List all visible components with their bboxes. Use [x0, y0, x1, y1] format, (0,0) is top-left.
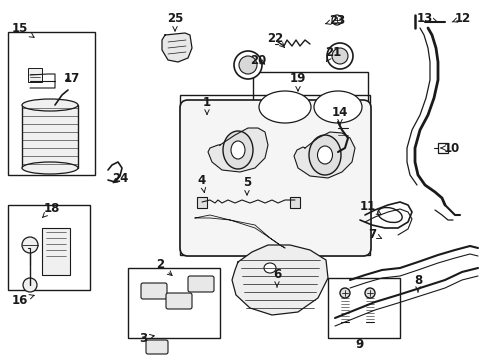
FancyBboxPatch shape	[188, 276, 213, 292]
Text: 20: 20	[249, 54, 266, 66]
Circle shape	[23, 278, 37, 292]
Bar	[327, 278, 399, 338]
Polygon shape	[293, 132, 354, 178]
Polygon shape	[208, 128, 268, 172]
Text: 23: 23	[325, 14, 345, 26]
Text: 18: 18	[43, 201, 60, 217]
Ellipse shape	[308, 135, 340, 175]
Text: 16: 16	[12, 293, 34, 307]
Bar	[128, 268, 220, 338]
Bar	[180, 95, 369, 255]
Text: 15: 15	[12, 21, 34, 37]
Text: 7: 7	[367, 227, 381, 241]
Bar	[8, 32, 95, 175]
Ellipse shape	[339, 288, 349, 298]
Ellipse shape	[377, 207, 401, 222]
Bar	[253, 72, 367, 140]
Bar	[22, 105, 78, 168]
Text: 9: 9	[355, 338, 363, 352]
Polygon shape	[162, 33, 192, 62]
Text: 6: 6	[272, 268, 281, 287]
Ellipse shape	[326, 43, 352, 69]
Text: 17: 17	[64, 71, 80, 85]
Bar	[437, 143, 447, 153]
Text: 19: 19	[289, 71, 305, 91]
FancyBboxPatch shape	[180, 100, 370, 256]
Text: 5: 5	[242, 176, 251, 195]
Ellipse shape	[332, 48, 348, 64]
Ellipse shape	[317, 146, 332, 164]
Bar	[42, 228, 70, 275]
Ellipse shape	[313, 91, 361, 123]
Polygon shape	[195, 215, 285, 248]
Text: 8: 8	[413, 273, 421, 292]
Ellipse shape	[364, 288, 374, 298]
Ellipse shape	[230, 141, 244, 159]
Text: 11: 11	[359, 201, 380, 215]
Text: 25: 25	[166, 11, 183, 31]
Polygon shape	[231, 245, 327, 315]
Ellipse shape	[258, 91, 310, 123]
FancyBboxPatch shape	[166, 293, 192, 309]
Text: 13: 13	[416, 11, 436, 25]
Ellipse shape	[233, 51, 261, 79]
Text: 2: 2	[156, 258, 172, 276]
Text: 14: 14	[331, 106, 348, 124]
FancyBboxPatch shape	[146, 340, 167, 354]
Ellipse shape	[22, 99, 78, 111]
Text: 21: 21	[324, 45, 340, 61]
Text: 10: 10	[440, 141, 459, 155]
Ellipse shape	[263, 263, 275, 273]
Text: 12: 12	[451, 11, 470, 25]
FancyBboxPatch shape	[141, 283, 166, 299]
Bar	[289, 197, 300, 208]
Circle shape	[22, 237, 38, 253]
Ellipse shape	[22, 162, 78, 174]
Bar	[197, 197, 207, 208]
Text: 3: 3	[138, 332, 154, 345]
Bar	[8, 205, 90, 290]
Text: 1: 1	[202, 96, 211, 114]
Text: 24: 24	[112, 171, 128, 185]
Ellipse shape	[239, 56, 257, 74]
Text: 22: 22	[266, 31, 284, 47]
Bar	[28, 68, 42, 82]
Text: 4: 4	[197, 174, 206, 192]
Circle shape	[332, 15, 341, 25]
Ellipse shape	[223, 131, 253, 169]
